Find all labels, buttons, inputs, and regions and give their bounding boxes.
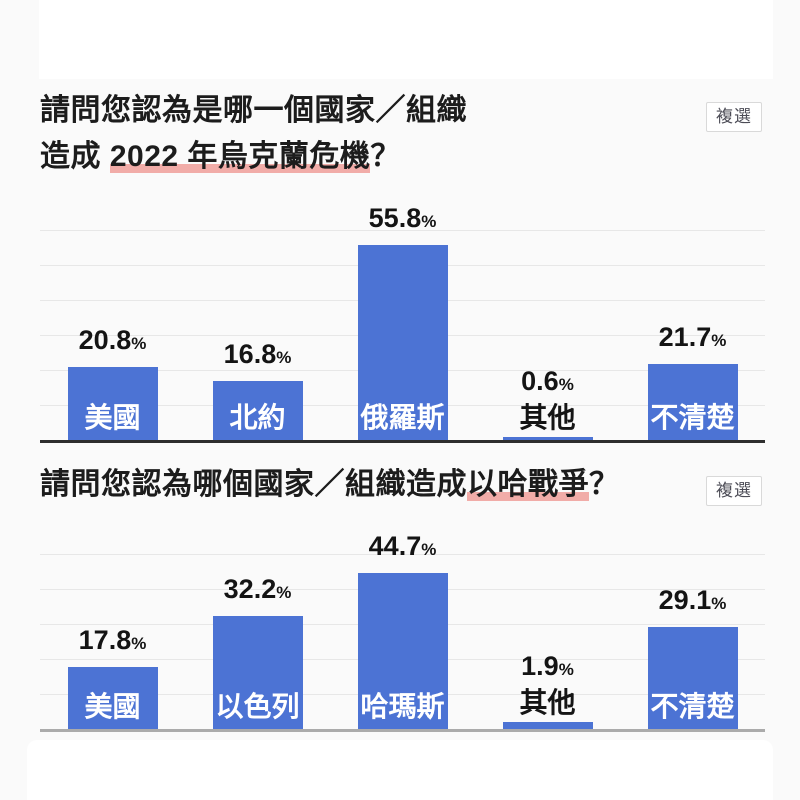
percent-sign: % <box>131 634 147 653</box>
underlined-phrase: 2022 年烏克蘭危機 <box>109 140 371 173</box>
bar: 以色列 <box>212 616 303 729</box>
bar <box>502 722 593 729</box>
multi-select-badge-1: 複選 <box>706 102 762 132</box>
percent-sign: % <box>558 375 574 394</box>
value-label: 20.8% <box>78 325 147 355</box>
percent-sign: % <box>711 331 727 350</box>
bar: 不清楚 <box>647 364 738 440</box>
category-label: 哈瑪斯 <box>360 691 445 722</box>
percent-sign: % <box>131 334 147 353</box>
bar-group-nato: 16.8% 北約 <box>185 230 330 440</box>
category-label: 美國 <box>84 691 141 722</box>
underlined-phrase: 以哈戰爭 <box>467 468 589 501</box>
category-label: 北約 <box>229 402 286 433</box>
question-1-line1: 請問您認為是哪一個國家／組織 <box>40 94 467 127</box>
bar: 美國 <box>67 367 158 440</box>
bar-chart-2: 17.8% 美國 32.2% 以色列 44.7% 哈瑪斯 1.9% 其他 29.… <box>40 531 765 732</box>
percent-sign: % <box>711 594 727 613</box>
value-label: 0.6% <box>521 366 574 396</box>
value-label: 16.8% <box>223 339 292 369</box>
question-2-title: 請問您認為哪個國家／組織造成以哈戰爭？ <box>40 468 620 501</box>
value-label: 55.8% <box>368 203 437 233</box>
value-label: 21.7% <box>658 322 727 352</box>
question-1-line2: 造成 2022 年烏克蘭危機？ <box>40 140 401 173</box>
value-label: 44.7% <box>368 531 437 561</box>
category-label: 以色列 <box>215 691 300 722</box>
bar-chart-1: 20.8% 美國 16.8% 北約 55.8% 俄羅斯 0.6% 其他 21.7… <box>40 203 765 443</box>
percent-sign: % <box>421 540 437 559</box>
bar-group-other-1: 0.6% 其他 <box>475 230 620 440</box>
top-card-fragment <box>39 0 773 79</box>
category-label: 不清楚 <box>650 402 735 433</box>
bar: 俄羅斯 <box>357 245 448 440</box>
bar-group-unclear-2: 29.1% 不清楚 <box>620 554 765 729</box>
category-label: 美國 <box>84 402 141 433</box>
bar-group-israel: 32.2% 以色列 <box>185 554 330 729</box>
percent-sign: % <box>421 212 437 231</box>
bar: 北約 <box>212 381 303 440</box>
percent-sign: % <box>558 660 574 679</box>
bar-group-usa-1: 20.8% 美國 <box>40 230 185 440</box>
category-label: 其他 <box>519 687 576 718</box>
bar: 哈瑪斯 <box>357 573 448 729</box>
multi-select-badge-2: 複選 <box>706 476 762 506</box>
value-label: 17.8% <box>78 625 147 655</box>
bar-group-other-2: 1.9% 其他 <box>475 554 620 729</box>
category-label: 俄羅斯 <box>360 402 445 433</box>
percent-sign: % <box>276 348 292 367</box>
value-label: 32.2% <box>223 574 292 604</box>
category-label: 其他 <box>519 402 576 433</box>
category-label: 不清楚 <box>650 691 735 722</box>
bar: 不清楚 <box>647 627 738 729</box>
bar-group-hamas: 44.7% 哈瑪斯 <box>330 531 475 729</box>
bar-group-usa-2: 17.8% 美國 <box>40 554 185 729</box>
bottom-card-fragment <box>27 740 773 800</box>
value-label: 1.9% <box>521 651 574 681</box>
bar <box>502 437 593 440</box>
value-label: 29.1% <box>658 585 727 615</box>
question-1-title: 請問您認為是哪一個國家／組織 造成 2022 年烏克蘭危機？ <box>40 88 467 180</box>
bar-group-russia: 55.8% 俄羅斯 <box>330 203 475 440</box>
bar: 美國 <box>67 667 158 729</box>
percent-sign: % <box>276 583 292 602</box>
bar-group-unclear-1: 21.7% 不清楚 <box>620 230 765 440</box>
